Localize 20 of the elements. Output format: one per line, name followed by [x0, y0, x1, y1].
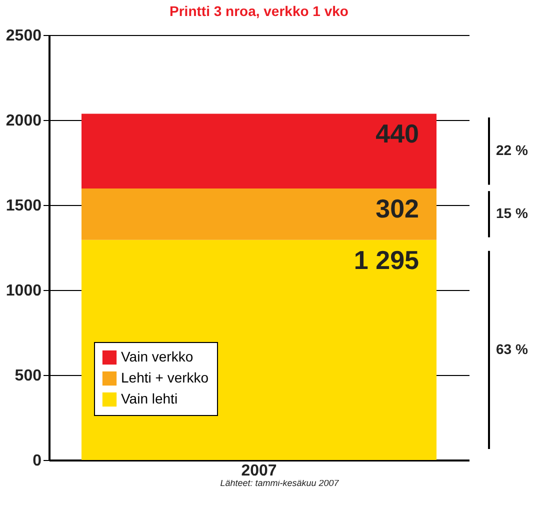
- y-tick-label: 500: [14, 368, 42, 384]
- bar: [82, 114, 436, 189]
- y-tick-label: 2000: [6, 112, 42, 130]
- legend-label: Lehti + verkko: [121, 370, 209, 386]
- y-tick-label: 0: [32, 452, 42, 470]
- y-tick-label: 1000: [6, 282, 42, 300]
- data-label: 302: [376, 194, 419, 224]
- text: Lähteet: tammi-kesäkuu 2007: [219, 478, 340, 488]
- text: 63 %: [496, 340, 528, 357]
- y-tick-label: 1500: [6, 198, 42, 214]
- text: 22 %: [496, 142, 528, 158]
- legend-label: Vain lehti: [121, 390, 178, 406]
- text: 15 %: [496, 205, 528, 222]
- data-label: 440: [376, 118, 419, 149]
- y-tick-label: 2500: [6, 28, 42, 44]
- chart-title: Printti 3 nroa, verkko 1 vko: [170, 3, 348, 19]
- x-tick-label: 2007: [241, 462, 277, 480]
- legend-label: Vain verkko: [121, 348, 194, 364]
- bar: [82, 188, 436, 240]
- data-label: 1 295: [354, 244, 419, 275]
